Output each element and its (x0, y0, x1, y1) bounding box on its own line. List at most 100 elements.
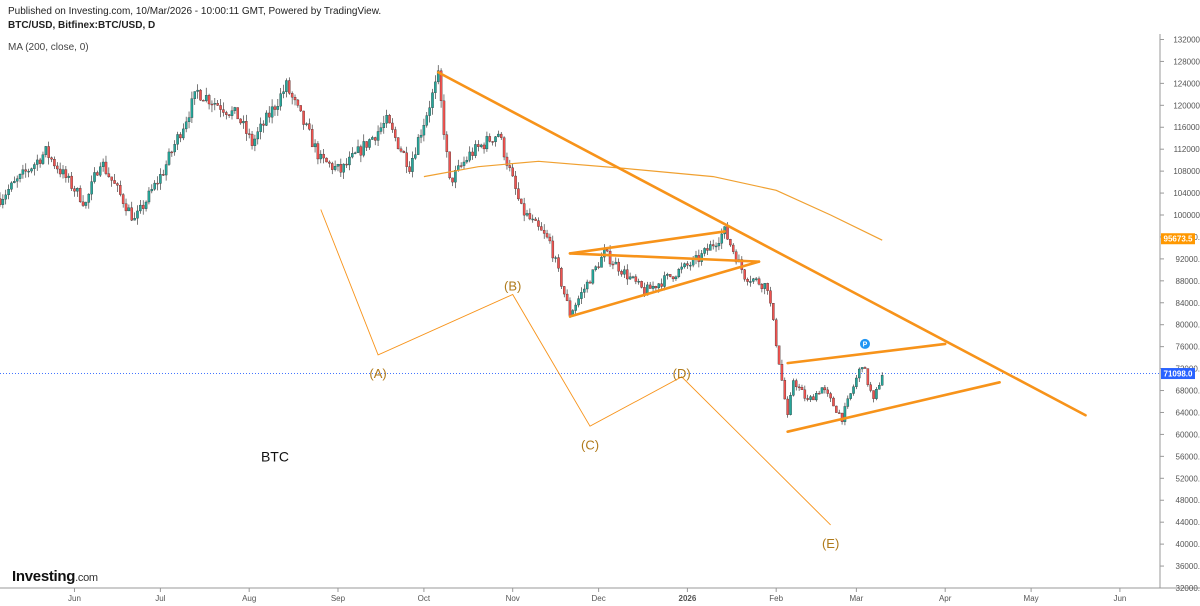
candle (689, 261, 692, 271)
candle-body (256, 131, 260, 140)
wave-label-a: (A) (369, 366, 386, 381)
candle-body (239, 118, 242, 124)
candle (508, 159, 512, 172)
candle-body (202, 100, 205, 102)
candle-body (58, 168, 62, 175)
candle-body (617, 261, 620, 272)
candle (293, 94, 297, 106)
trendline-triangle-upper (786, 342, 947, 365)
candle (84, 201, 88, 209)
candle-body (479, 144, 483, 147)
candle (290, 91, 294, 105)
candle-body (253, 138, 257, 146)
candle (124, 198, 128, 216)
candle-body (459, 165, 463, 167)
candle-body (144, 201, 148, 209)
candle (121, 193, 125, 208)
candle-body (591, 269, 595, 284)
candle (531, 214, 534, 223)
candle-body (700, 253, 703, 262)
candle (199, 89, 202, 101)
candle (823, 385, 827, 394)
candle-body (247, 133, 251, 135)
candle (333, 160, 337, 172)
price-tick-label: 128000.0 (1173, 57, 1200, 66)
candle (210, 100, 214, 113)
candle (162, 169, 165, 177)
candle (706, 243, 709, 256)
candle (222, 102, 225, 117)
alert-badge-circle (859, 338, 870, 349)
candle (568, 297, 572, 318)
candle-body (680, 266, 683, 270)
candle (322, 149, 325, 164)
candle (671, 276, 675, 282)
candle-body (542, 230, 546, 234)
candle-body (545, 233, 549, 238)
candle (139, 200, 142, 214)
candle-body (574, 304, 577, 311)
candle (313, 139, 317, 153)
candle (385, 109, 388, 128)
candle (253, 134, 257, 152)
candle-body (683, 263, 686, 268)
candle (731, 243, 735, 255)
candle (766, 282, 769, 295)
candle-body (336, 164, 340, 167)
candle (173, 140, 176, 156)
time-tick-label: 2026 (679, 594, 697, 603)
candle (225, 110, 228, 120)
candle-body (677, 269, 681, 278)
time-tick-label: Sep (331, 594, 346, 603)
candle (153, 180, 156, 191)
candle (711, 239, 715, 250)
price-tick-label: 104000.0 (1173, 189, 1200, 198)
candle-body (554, 257, 557, 259)
candle-body (402, 151, 406, 153)
candle-body (809, 396, 812, 400)
candle-body (182, 128, 185, 139)
candle (98, 162, 102, 178)
candle-body (760, 284, 764, 289)
candle-body (631, 276, 635, 278)
candle-body (837, 412, 841, 414)
candle (445, 131, 449, 158)
candle-body (296, 99, 300, 106)
candle-body (419, 134, 423, 138)
candle (411, 151, 414, 178)
candle (548, 233, 552, 244)
candle (803, 385, 807, 402)
price-tick-label: 84000.0 (1176, 299, 1200, 308)
candle (826, 386, 830, 397)
candle (560, 266, 563, 289)
candle (465, 156, 469, 164)
candle-body (193, 91, 197, 99)
indicator-legend[interactable]: MA (200, close, 0) (8, 42, 89, 53)
candle-body (61, 169, 65, 175)
candle-body (153, 182, 156, 190)
candle-body (353, 152, 357, 154)
candle-body (230, 110, 234, 116)
investing-logo: Investing.com (12, 568, 98, 585)
candle (837, 409, 841, 414)
candle (119, 180, 122, 197)
candle (505, 152, 509, 170)
candle (462, 156, 466, 170)
candle (13, 176, 16, 184)
candle (96, 170, 99, 176)
candle-body (752, 278, 755, 282)
candle (38, 157, 42, 168)
candle (362, 134, 366, 158)
candle-body (497, 133, 500, 137)
candle-body (187, 117, 191, 123)
candle-body (270, 106, 274, 118)
candle (310, 124, 314, 148)
candle-body (823, 387, 827, 391)
candle (717, 237, 721, 251)
candle-body (179, 134, 182, 139)
time-tick-label: Jun (1113, 594, 1126, 603)
candle (431, 88, 434, 115)
wave-label-c: (C) (581, 437, 599, 452)
candle-body (21, 169, 25, 175)
